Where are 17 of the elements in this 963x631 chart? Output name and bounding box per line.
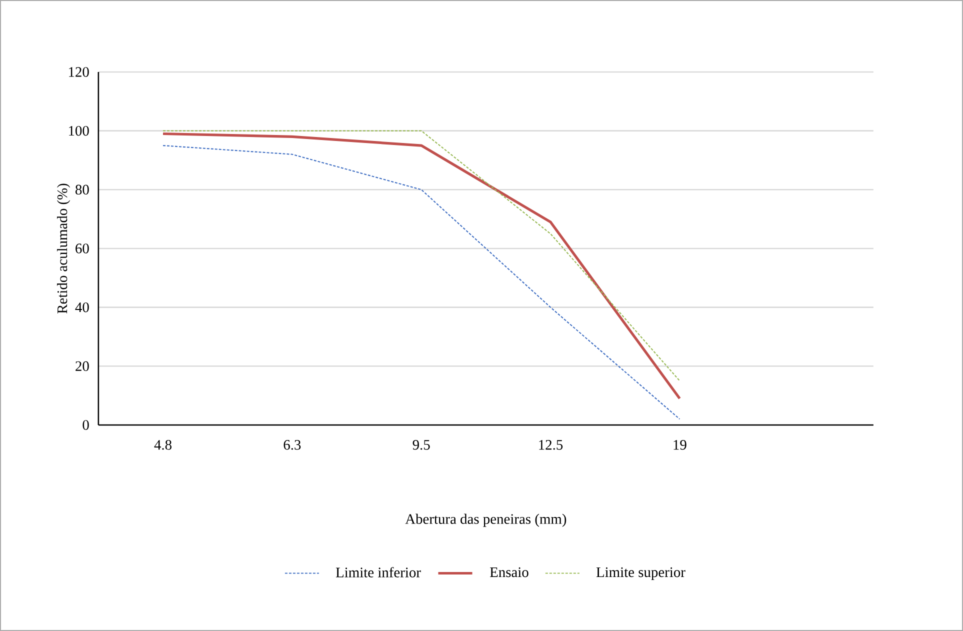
x-tick-label: 6.3 [284, 440, 301, 450]
legend-label: Limite superior [596, 567, 686, 580]
x-tick-label: 19 [674, 440, 686, 450]
y-tick-label: 40 [75, 302, 89, 312]
x-axis-title: Abertura das peneiras (mm) [405, 514, 566, 527]
x-tick-label: 4.8 [154, 440, 172, 450]
x-tick-label: 9.5 [412, 440, 430, 450]
legend-label: Ensaio [490, 567, 528, 578]
y-tick-label: 0 [82, 420, 89, 430]
y-tick-label: 80 [76, 184, 89, 195]
y-tick-label: 100 [69, 126, 89, 136]
y-tick-label: 120 [69, 67, 89, 77]
y-tick-label: 60 [76, 244, 89, 254]
y-tick-label: 20 [76, 361, 89, 372]
legend-label: Limite inferior [336, 567, 421, 578]
y-axis-title: Retido aculumado (%) [56, 184, 70, 314]
x-tick-label: 12.5 [539, 440, 563, 450]
